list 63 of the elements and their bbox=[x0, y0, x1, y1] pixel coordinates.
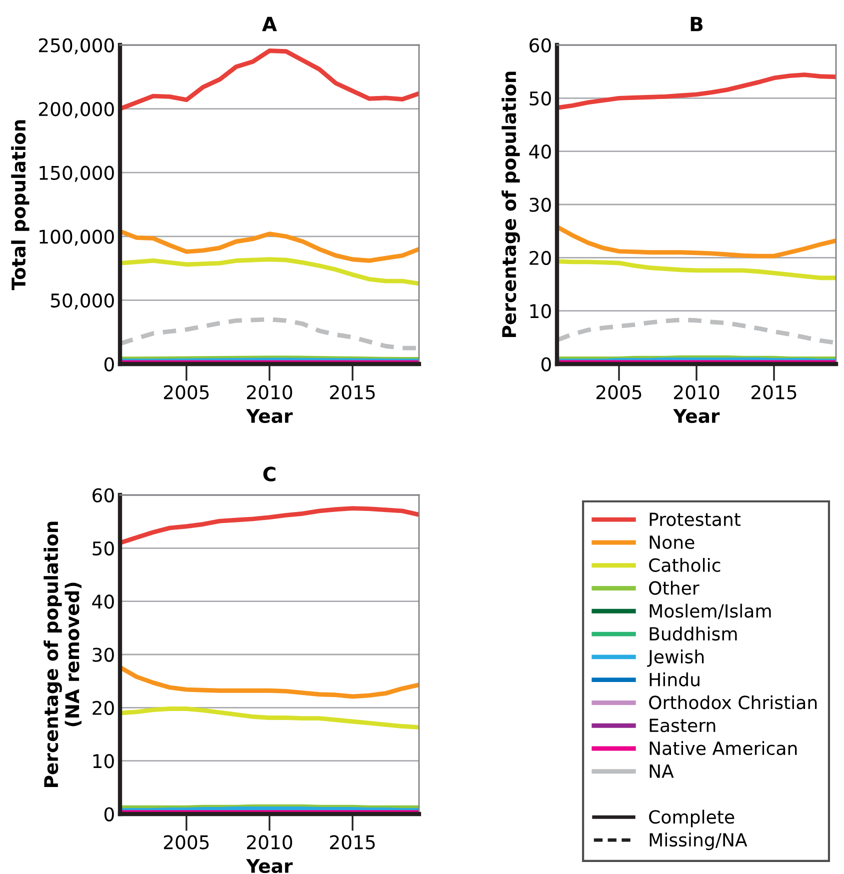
legend-label: Buddhism bbox=[650, 626, 737, 641]
y-tick-label: 150,000 bbox=[40, 166, 114, 182]
y-tick-label: 0 bbox=[104, 807, 114, 822]
y-tick-label: 30 bbox=[92, 648, 114, 662]
y-tick-label: 50 bbox=[530, 91, 551, 106]
y-tick-label: 0 bbox=[541, 357, 551, 372]
x-tick-label: 2005 bbox=[164, 385, 209, 400]
x-axis-title: Year bbox=[673, 409, 720, 424]
legend-label: NA bbox=[650, 764, 674, 778]
y-tick-label: 30 bbox=[530, 198, 551, 212]
y-tick-label: 20 bbox=[530, 250, 551, 266]
x-tick-label: 2015 bbox=[330, 385, 375, 400]
line-series bbox=[120, 257, 419, 286]
y-tick-label: 100,000 bbox=[40, 230, 114, 246]
x-axis-title: Year bbox=[246, 409, 293, 424]
x-tick-label: 2015 bbox=[330, 835, 375, 850]
y-tick-label: 10 bbox=[530, 304, 551, 318]
legend-label: Jewish bbox=[647, 650, 704, 667]
text: Complete bbox=[649, 810, 734, 828]
legend-label: Eastern bbox=[650, 718, 716, 732]
y-tick-label: 60 bbox=[530, 38, 551, 52]
chart-title: B bbox=[690, 16, 703, 32]
chart-title: A bbox=[262, 16, 277, 32]
line-series bbox=[120, 506, 419, 546]
y-axis-title: Percentage of population bbox=[502, 72, 520, 338]
y-tick-label: 40 bbox=[529, 144, 551, 159]
y-axis-title: Percentage of population (NA removed) bbox=[44, 522, 82, 788]
y-tick-label: 60 bbox=[92, 488, 114, 502]
line-series bbox=[557, 72, 836, 110]
x-tick-label: 2005 bbox=[596, 385, 642, 400]
y-tick-label: 20 bbox=[92, 700, 114, 716]
line-series bbox=[557, 224, 836, 258]
line-series bbox=[120, 706, 419, 730]
legend-label: None bbox=[650, 536, 694, 550]
x-tick-label: 2010 bbox=[247, 835, 292, 850]
legend-label: Other bbox=[649, 580, 700, 595]
legend-label: Orthodox Christian bbox=[649, 695, 817, 710]
x-tick-label: 2010 bbox=[674, 385, 720, 400]
legend-label: Protestant bbox=[650, 512, 741, 526]
text: Missing/NA bbox=[650, 832, 748, 850]
legend-label: Hindu bbox=[650, 672, 700, 686]
x-tick-label: 2015 bbox=[752, 385, 796, 400]
x-tick-label: 2005 bbox=[164, 835, 209, 850]
chart-title: C bbox=[263, 466, 276, 482]
line-series bbox=[120, 317, 419, 350]
line-series bbox=[120, 229, 419, 263]
y-tick-label: 0 bbox=[104, 357, 114, 372]
legend-label: Native American bbox=[650, 741, 797, 756]
y-axis-title: Total population bbox=[11, 120, 30, 290]
legend-label: Catholic bbox=[649, 558, 720, 572]
y-tick-label: 200,000 bbox=[38, 102, 114, 118]
y-tick-label: 50 bbox=[92, 541, 114, 556]
y-tick-label: 50,000 bbox=[50, 293, 114, 310]
line-series bbox=[557, 259, 836, 280]
line-series bbox=[120, 48, 419, 112]
x-axis-title: Year bbox=[246, 859, 293, 874]
y-tick-label: 40 bbox=[92, 594, 114, 609]
y-tick-label: 10 bbox=[93, 754, 114, 768]
legend-label: Moslem/Islam bbox=[650, 604, 771, 620]
line-series bbox=[557, 318, 836, 345]
line-series bbox=[120, 665, 419, 699]
x-tick-label: 2010 bbox=[247, 385, 292, 400]
y-tick-label: 250,000 bbox=[38, 38, 114, 54]
